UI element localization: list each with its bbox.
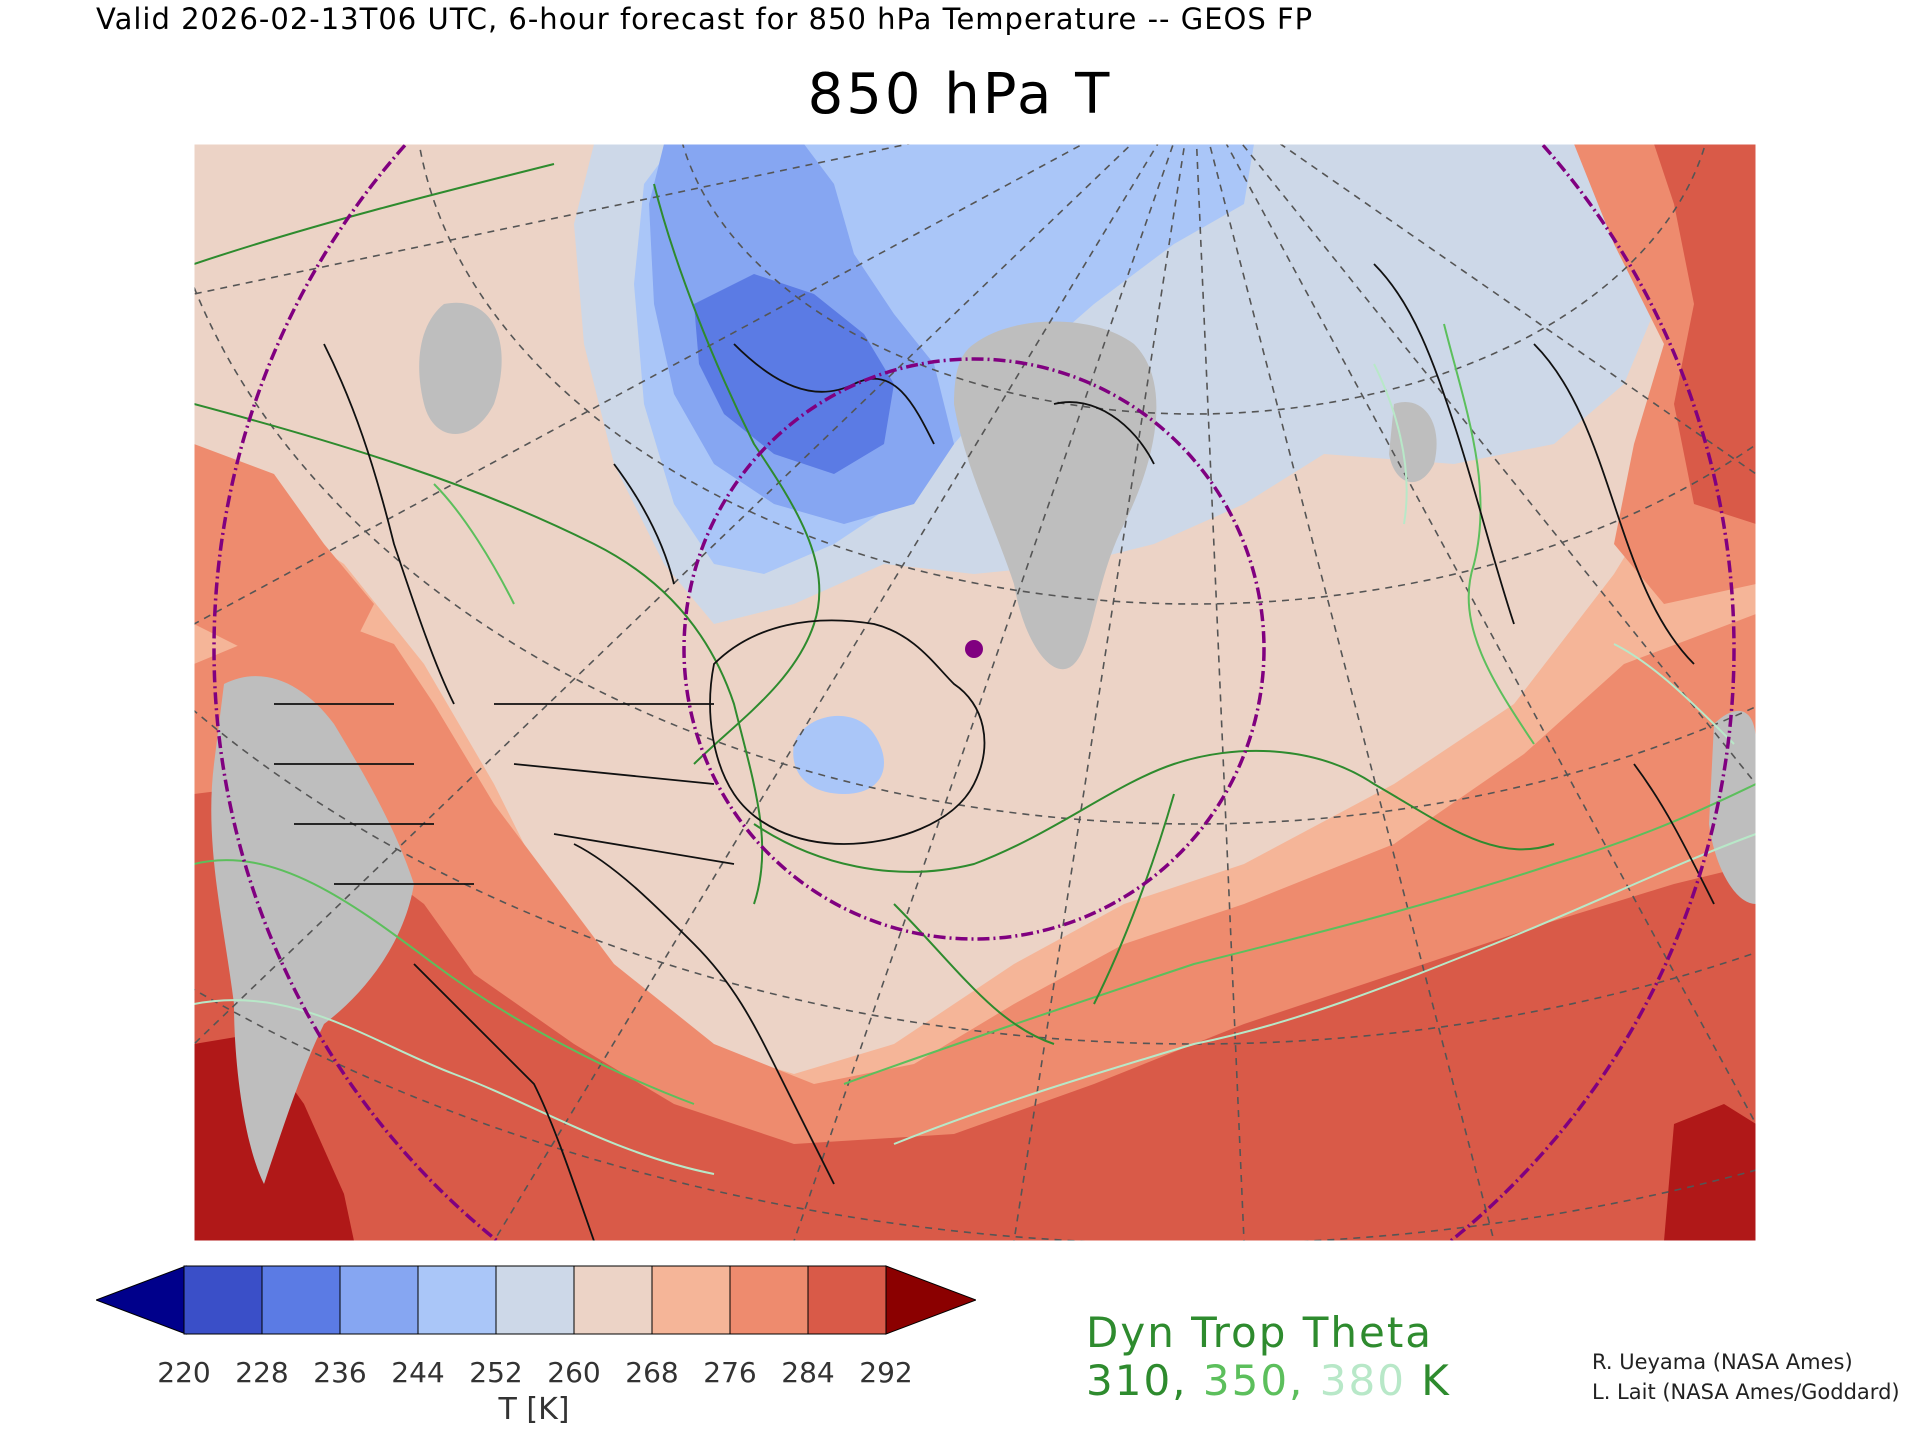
colorbar-cell: [495, 1265, 575, 1335]
colorbar-under-arrow: [96, 1265, 187, 1335]
trop-theta-value-310: 310: [1086, 1356, 1173, 1405]
trop-theta-unit: K: [1421, 1356, 1451, 1405]
colorbar-over-arrow: [885, 1265, 976, 1335]
alaska-missing-data: [419, 302, 502, 434]
colorbar-cell: [417, 1265, 497, 1335]
forecast-valid-line: Valid 2026-02-13T06 UTC, 6-hour forecast…: [96, 2, 1314, 36]
colorbar-cell: [261, 1265, 341, 1335]
colorbar-cells: [183, 1265, 887, 1335]
colorbar-cell: [339, 1265, 419, 1335]
temperature-band-252-hudson: [793, 715, 884, 794]
colorbar-tick: 220: [157, 1356, 211, 1389]
plot-title: 850 hPa T: [807, 62, 1113, 127]
colorbar-cell: [183, 1265, 263, 1335]
temperature-band-284-west: [194, 444, 374, 664]
coastlines-and-borders: [274, 263, 1715, 1241]
outer-range-ring: [212, 144, 1736, 1241]
rockies-missing-data: [211, 676, 414, 1184]
temperature-band-292-europe: [1654, 144, 1756, 524]
trop-theta-value-380: 380: [1319, 1356, 1406, 1405]
colorbar-tick: 284: [781, 1356, 835, 1389]
trop-theta-legend-values: 310, 350, 380 K: [1086, 1356, 1451, 1405]
colorbar-tick: 252: [469, 1356, 523, 1389]
credit-line-2: L. Lait (NASA Ames/Goddard): [1592, 1380, 1900, 1404]
trop-theta-legend-title: Dyn Trop Theta: [1086, 1308, 1434, 1357]
colorbar-tick: 260: [547, 1356, 601, 1389]
greenland-missing-data: [954, 321, 1157, 670]
range-rings: [212, 144, 1736, 1241]
temperature-band-292: [194, 784, 1756, 1241]
inner-range-ring: [682, 357, 1266, 941]
colorbar-tick: 276: [703, 1356, 757, 1389]
colorbar-tick: 244: [391, 1356, 445, 1389]
trop-theta-310-contours: [194, 163, 1555, 1045]
colorbar-tick: 292: [859, 1356, 913, 1389]
station-marker: [965, 640, 983, 658]
trop-theta-value-350: 350: [1202, 1356, 1290, 1405]
temperature-band-over-east: [1664, 1104, 1756, 1241]
graticule: [194, 144, 1756, 1241]
trop-theta-350-contours: [194, 323, 1756, 1105]
himalaya-missing-data: [1709, 710, 1756, 904]
siberia-missing-data: [1389, 402, 1437, 483]
colorbar-cell: [651, 1265, 731, 1335]
credit-line-1: R. Ueyama (NASA Ames): [1592, 1350, 1853, 1374]
trop-theta-380-contours: [194, 363, 1756, 1175]
colorbar-tick: 228: [235, 1356, 289, 1389]
colorbar-cell: [807, 1265, 887, 1335]
colorbar-label: T [K]: [498, 1392, 570, 1427]
colorbar-tick: 236: [313, 1356, 367, 1389]
colorbar-tick: 268: [625, 1356, 679, 1389]
colorbar-cell: [729, 1265, 809, 1335]
temperature-map: [194, 144, 1756, 1241]
temperature-colorbar: [96, 1265, 976, 1335]
colorbar-cell: [573, 1265, 653, 1335]
